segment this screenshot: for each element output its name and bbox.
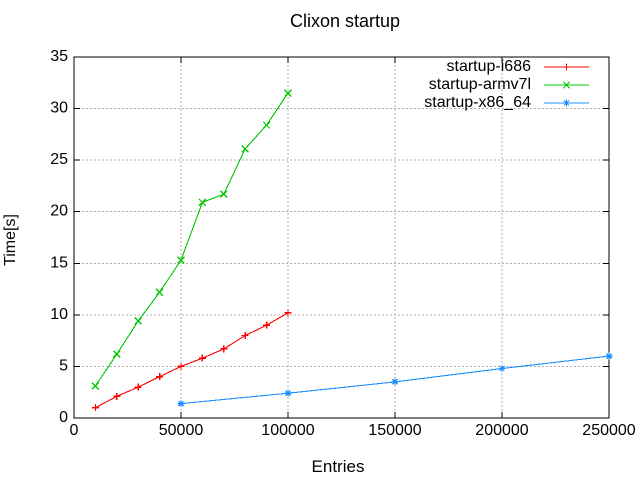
svg-text:Entries: Entries — [312, 457, 365, 476]
svg-text:startup-i686: startup-i686 — [447, 58, 532, 75]
svg-text:35: 35 — [50, 48, 68, 65]
svg-text:200000: 200000 — [475, 422, 528, 439]
svg-text:0: 0 — [70, 422, 79, 439]
svg-text:250000: 250000 — [582, 422, 635, 439]
svg-text:startup-x86_64: startup-x86_64 — [424, 94, 531, 111]
svg-text:100000: 100000 — [261, 422, 314, 439]
svg-text:Clixon startup: Clixon startup — [290, 11, 400, 31]
svg-text:30: 30 — [50, 100, 68, 117]
svg-text:15: 15 — [50, 254, 68, 271]
svg-text:10: 10 — [50, 306, 68, 323]
svg-text:Time[s]: Time[s] — [2, 214, 19, 266]
svg-text:startup-armv7l: startup-armv7l — [429, 76, 531, 93]
svg-text:50000: 50000 — [159, 422, 204, 439]
svg-text:20: 20 — [50, 203, 68, 220]
svg-text:0: 0 — [59, 409, 68, 426]
svg-text:25: 25 — [50, 151, 68, 168]
svg-text:5: 5 — [59, 357, 68, 374]
svg-text:150000: 150000 — [368, 422, 421, 439]
